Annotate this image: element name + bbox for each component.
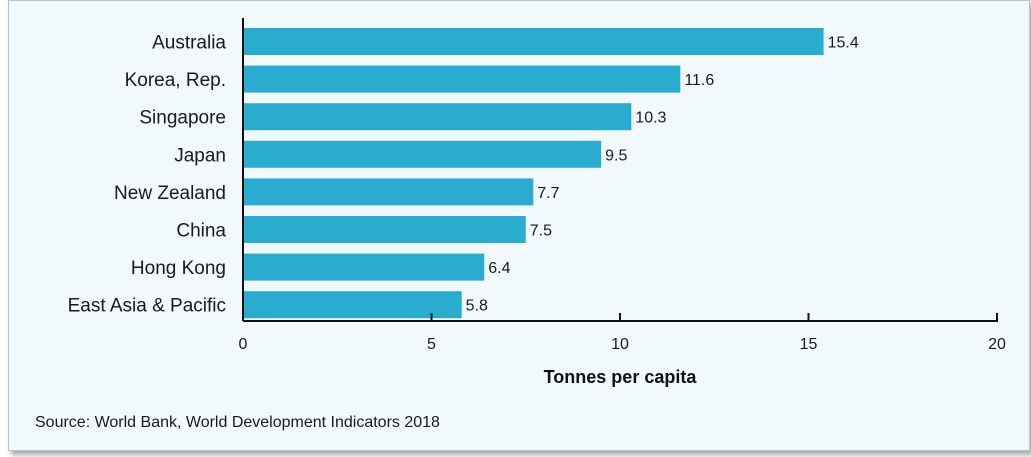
bar-0	[243, 28, 824, 55]
value-label: 10.3	[635, 110, 666, 127]
value-label: 5.8	[466, 298, 488, 315]
bar-4	[243, 178, 534, 206]
bar-5	[243, 216, 526, 243]
bar-7	[243, 291, 462, 319]
category-label: New Zealand	[114, 183, 226, 204]
x-tick-label: 10	[611, 336, 629, 353]
x-axis: 0 5 10 15 20	[239, 18, 1006, 353]
x-tick-label: 15	[800, 336, 818, 353]
category-label: East Asia & Pacific	[68, 296, 226, 317]
category-label: Australia	[152, 33, 226, 54]
bar-2	[243, 103, 632, 131]
x-tick-label: 5	[427, 336, 436, 353]
x-tick-label: 20	[988, 336, 1006, 353]
category-label: Hong Kong	[131, 258, 226, 279]
x-tick-label: 0	[239, 336, 248, 353]
value-labels: 15.4 11.6 10.3 9.5 7.7 7.5 6.4 5.8	[466, 35, 859, 315]
value-label: 11.6	[684, 72, 714, 89]
category-labels: Australia Korea, Rep. Singapore Japan New Ze…	[68, 33, 227, 317]
bar-3	[243, 140, 602, 168]
bars-layer	[243, 28, 824, 319]
category-label: Singapore	[139, 108, 226, 129]
value-label: 15.4	[828, 35, 859, 52]
category-label: China	[176, 221, 226, 242]
value-label: 7.7	[537, 185, 559, 202]
source-note: Source: World Bank, World Development In…	[35, 414, 440, 431]
bar-1	[243, 65, 681, 93]
value-label: 9.5	[605, 147, 627, 164]
bar-6	[243, 253, 485, 281]
x-axis-title: Tonnes per capita	[544, 367, 698, 387]
category-label: Korea, Rep.	[125, 70, 226, 91]
value-label: 7.5	[530, 223, 552, 240]
value-label: 6.4	[488, 260, 510, 277]
category-label: Japan	[174, 145, 226, 166]
